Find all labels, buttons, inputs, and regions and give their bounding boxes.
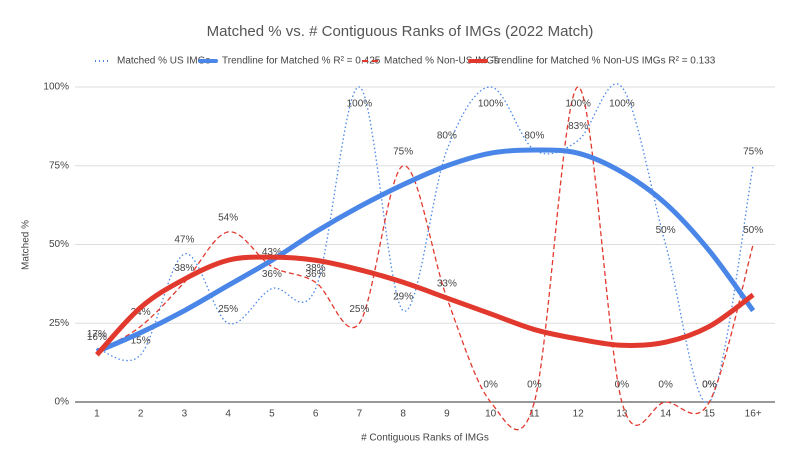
x-tick-label: 12 [573,409,585,420]
data-label: 54% [218,213,238,224]
data-label: 24% [131,307,151,318]
data-label: 75% [743,146,763,157]
y-axis-label: Matched % [21,220,32,270]
x-tick-label: 3 [182,409,188,420]
data-label: 100% [347,99,373,110]
x-tick-label: 5 [269,409,275,420]
x-tick-label: 11 [529,409,540,420]
data-label: 0% [658,380,673,391]
x-tick-label: 16+ [745,409,762,420]
y-tick-label: 50% [49,239,69,250]
data-label: 36% [306,269,326,280]
data-label: 17% [87,329,107,340]
data-label: 100% [565,99,591,110]
data-label: 100% [609,99,635,110]
x-tick-label: 2 [138,409,144,420]
trendline [95,147,756,354]
x-tick-label: 4 [225,409,231,420]
data-label: 33% [437,279,457,290]
data-label: 0% [483,380,498,391]
data-label: 38% [174,263,194,274]
data-label: 50% [656,225,676,236]
series-line [96,86,754,431]
x-tick-label: 14 [660,409,672,420]
trendline [95,254,755,357]
data-label: 43% [262,247,282,258]
data-label: 83% [568,121,588,132]
y-tick-label: 25% [49,318,69,329]
data-label: 0% [702,380,717,391]
chart-title: Matched % vs. # Contiguous Ranks of IMGs… [207,23,594,40]
legend-label: Trendline for Matched % Non-US IMGs R² =… [492,56,716,67]
x-tick-label: 8 [400,409,406,420]
y-tick-label: 75% [49,160,69,171]
x-tick-label: 13 [616,409,628,420]
x-tick-label: 15 [704,409,716,420]
data-label: 25% [218,304,238,315]
legend-label: Matched % US IMGs [117,56,210,67]
x-tick-label: 6 [313,409,319,420]
x-axis-label: # Contiguous Ranks of IMGs [361,433,489,444]
y-tick-label: 0% [55,397,70,408]
data-label: 47% [174,235,194,246]
data-label: 50% [743,225,763,236]
legend-label: Matched % Non-US IMGs [384,56,499,67]
data-label: 0% [615,380,630,391]
data-label: 80% [524,131,544,142]
data-label: 25% [349,304,369,315]
x-tick-label: 1 [94,409,100,420]
legend-label: Trendline for Matched % R² = 0.425 [222,56,381,67]
x-tick-label: 10 [485,409,497,420]
data-label: 0% [527,380,542,391]
series-line [96,83,754,404]
data-label: 38% [306,263,326,274]
x-tick-label: 7 [357,409,363,420]
data-label: 80% [437,131,457,142]
data-label: 36% [262,269,282,280]
y-tick-label: 100% [43,82,69,93]
data-label: 75% [393,146,413,157]
data-label: 100% [478,99,504,110]
data-label: 0% [702,380,717,391]
data-label: 16% [87,332,107,343]
data-label: 29% [393,291,413,302]
data-label: 15% [131,335,151,346]
x-tick-label: 9 [444,409,450,420]
